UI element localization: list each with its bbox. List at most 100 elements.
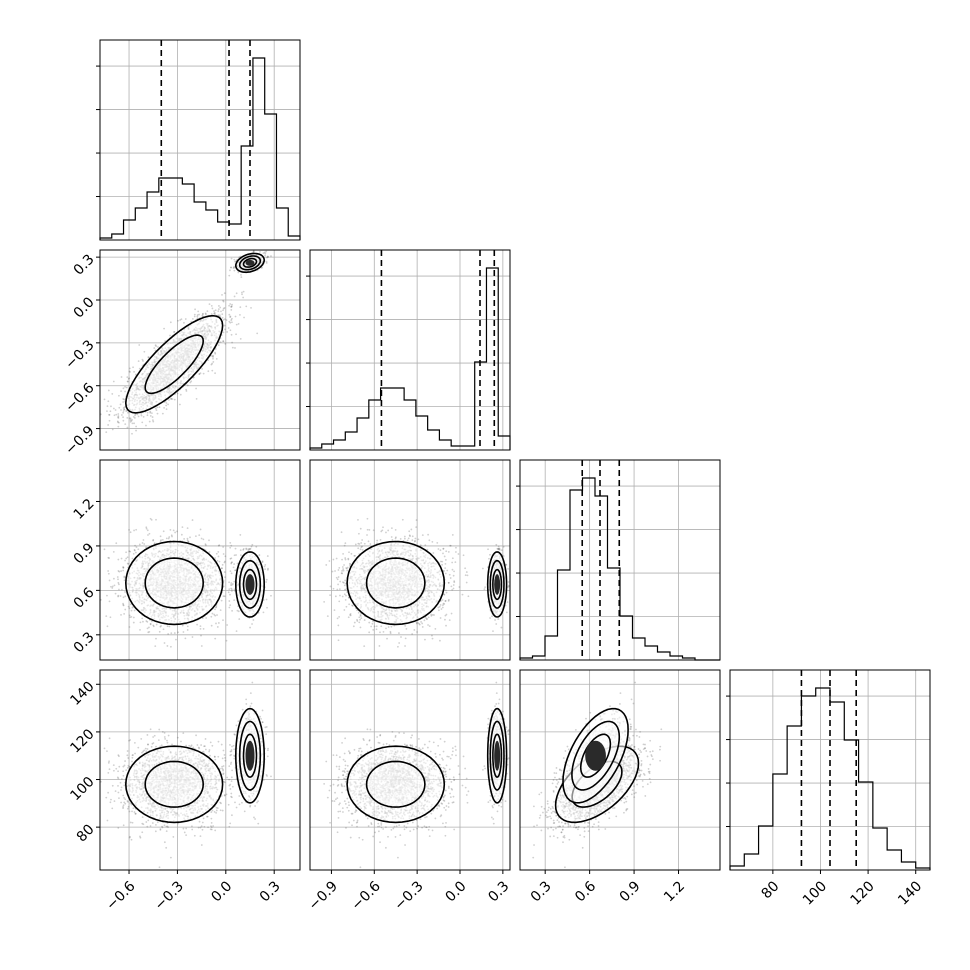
sample-point <box>202 312 204 315</box>
sample-point <box>233 265 236 268</box>
sample-point <box>234 569 237 572</box>
sample-point <box>107 556 110 559</box>
sample-point <box>146 529 149 532</box>
sample-point <box>167 633 170 635</box>
sample-point <box>133 417 136 419</box>
sample-point <box>195 397 198 400</box>
panel-frame <box>99 249 301 451</box>
sample-point <box>222 340 225 343</box>
sample-point <box>202 627 205 630</box>
sample-point <box>126 426 129 429</box>
sample-point <box>108 413 111 416</box>
sample-point <box>103 398 106 401</box>
sample-point <box>146 411 149 414</box>
sample-point <box>163 406 166 409</box>
sample-point <box>151 416 154 418</box>
sample-point <box>119 595 122 597</box>
sample-point <box>112 577 115 580</box>
sample-point <box>117 416 119 419</box>
sample-point <box>220 310 222 313</box>
y-tick-label: 0.3 <box>71 251 98 278</box>
sample-point <box>229 315 232 318</box>
sample-point <box>145 526 148 529</box>
sample-point <box>172 529 175 532</box>
sample-point <box>114 409 117 411</box>
panel-frame <box>519 459 721 661</box>
sample-point <box>156 406 159 409</box>
sample-point <box>230 584 233 586</box>
sample-point <box>181 624 184 627</box>
sample-point <box>176 392 179 395</box>
sample-point <box>131 432 133 435</box>
sample-point <box>210 624 213 627</box>
sample-point <box>132 621 135 624</box>
sample-point <box>231 583 234 585</box>
sample-point <box>217 305 220 307</box>
sample-point <box>242 547 245 550</box>
sample-point <box>205 617 208 619</box>
sample-point <box>155 518 157 521</box>
sample-point <box>249 547 252 550</box>
sample-point <box>119 403 122 406</box>
sample-point <box>237 271 240 274</box>
sample-point <box>138 367 141 370</box>
sample-point <box>214 637 217 640</box>
sample-point <box>247 548 250 550</box>
sample-point <box>122 410 125 412</box>
sample-point <box>116 576 119 578</box>
sample-point <box>111 587 114 589</box>
sample-point <box>94 429 96 431</box>
sample-point <box>154 344 157 347</box>
sample-point <box>213 312 216 315</box>
sample-point <box>170 398 173 400</box>
sample-point <box>211 612 214 615</box>
sample-point <box>146 414 149 417</box>
sample-point <box>210 363 213 366</box>
sample-point <box>222 309 224 312</box>
sample-point <box>133 548 136 551</box>
sample-point <box>139 628 141 631</box>
sample-point <box>198 534 201 537</box>
sample-point <box>229 266 232 269</box>
sample-point <box>230 582 233 584</box>
sample-point <box>215 622 217 625</box>
hist-panel-p3 <box>726 669 931 871</box>
sample-point <box>267 256 269 259</box>
sample-point <box>173 331 175 333</box>
sample-point <box>251 623 253 625</box>
sample-point <box>122 569 125 572</box>
sample-point <box>183 538 186 540</box>
sample-point <box>223 306 226 309</box>
sample-point <box>156 412 159 415</box>
sample-point <box>229 329 232 332</box>
sample-point <box>196 623 199 626</box>
sample-point <box>117 558 120 561</box>
sample-point <box>243 316 245 319</box>
sample-point <box>113 414 116 417</box>
sample-point <box>136 413 139 416</box>
sample-point <box>143 543 146 545</box>
sample-point <box>265 262 268 264</box>
sample-point <box>214 351 216 354</box>
sample-point <box>159 540 162 543</box>
sample-point <box>120 376 123 378</box>
sample-point <box>266 256 268 259</box>
sample-point <box>118 394 120 397</box>
sample-point <box>186 527 189 530</box>
sample-point <box>199 627 202 630</box>
sample-point <box>229 546 232 549</box>
sample-point <box>142 415 145 418</box>
sample-point <box>266 606 268 609</box>
sample-point <box>145 424 147 427</box>
sample-point <box>229 604 232 607</box>
histogram-p2 <box>519 477 720 661</box>
sample-point <box>126 380 129 383</box>
sample-point <box>152 420 155 423</box>
sample-point <box>128 550 131 552</box>
sample-point <box>204 544 207 547</box>
sample-point <box>122 419 125 422</box>
hist-panel-p2 <box>516 459 721 661</box>
sample-point <box>147 356 150 359</box>
sample-point <box>117 578 119 581</box>
sample-point <box>229 303 232 305</box>
